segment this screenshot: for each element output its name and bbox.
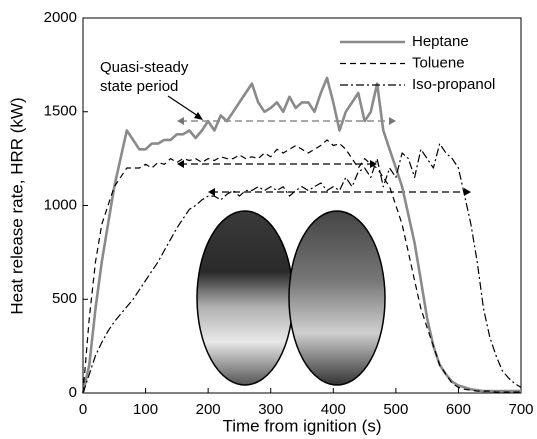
x-axis-title: Time from ignition (s): [222, 416, 381, 435]
x-tick-label: 100: [133, 401, 158, 418]
x-tick-label: 700: [508, 401, 533, 418]
x-tick-label: 200: [196, 401, 221, 418]
pointer-line: [167, 95, 199, 117]
arrow-heads: [167, 95, 471, 196]
legend-label: Toluene: [412, 54, 465, 71]
x-tick-label: 600: [446, 401, 471, 418]
period-arrows: [180, 120, 468, 193]
series-line: [82, 139, 521, 394]
y-axis-title: Heat release rate, HRR (kW): [7, 97, 26, 314]
y-tick-label: 1500: [44, 103, 77, 120]
series-line: [81, 76, 521, 394]
annotation: state period: [100, 78, 178, 95]
photo-toluene: [288, 210, 386, 386]
x-tick-label: 300: [258, 401, 283, 418]
arrow-head: [194, 112, 203, 120]
y-tick-label: 1000: [44, 196, 77, 213]
y-tick-label: 500: [52, 290, 77, 307]
x-tick-label: 500: [383, 401, 408, 418]
annotation: Quasi-steady: [100, 59, 189, 76]
legend-label: Heptane: [412, 33, 469, 50]
series-line: [82, 143, 522, 394]
legend-label: Iso-propanol: [412, 76, 495, 93]
photo-heptane: [196, 210, 294, 386]
flame-photos: [196, 210, 386, 386]
arrow-head: [177, 160, 471, 196]
y-tick-label: 0: [69, 384, 77, 401]
x-tick-label: 0: [79, 401, 87, 418]
x-tick-label: 400: [321, 401, 346, 418]
y-tick-label: 2000: [44, 9, 77, 26]
